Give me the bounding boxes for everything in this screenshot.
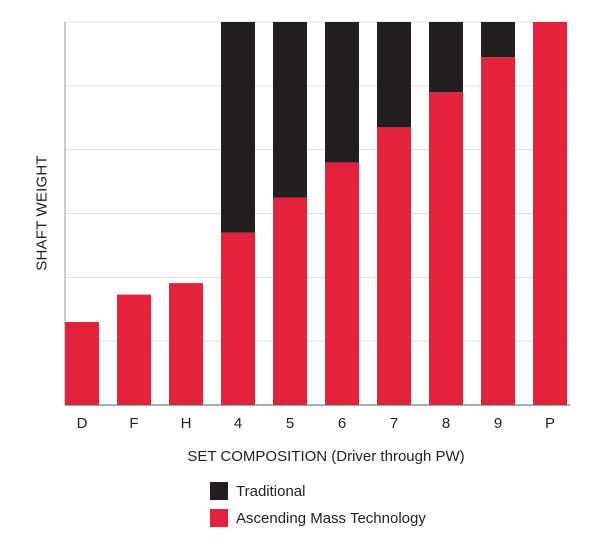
x-tick-labels: D F H 4 5 6 7 8 9 P — [77, 415, 555, 432]
bar-ascending-mass-technology-D — [65, 322, 99, 405]
bar-traditional-6 — [325, 22, 359, 163]
x-tick-label: H — [181, 415, 192, 432]
legend-item-traditional: Traditional — [210, 480, 426, 502]
x-tick-label: 6 — [338, 415, 346, 432]
bar-ascending-mass-technology-8 — [429, 92, 463, 405]
x-tick-label: F — [129, 415, 138, 432]
bar-ascending-mass-technology-6 — [325, 162, 359, 405]
legend-item-ascending-mass: Ascending Mass Technology — [210, 507, 426, 529]
bar-ascending-mass-technology-4 — [221, 232, 255, 405]
bar-traditional-9 — [481, 22, 515, 58]
gridlines — [64, 21, 570, 405]
bar-ascending-mass-technology-H — [169, 283, 203, 405]
x-tick-label: 5 — [286, 415, 294, 432]
bar-traditional-5 — [273, 22, 307, 198]
y-axis-label: SHAFT WEIGHT — [33, 155, 51, 271]
bar-ascending-mass-technology-9 — [481, 57, 515, 405]
x-tick-label: P — [545, 415, 555, 432]
x-tick-label: 7 — [390, 415, 398, 432]
x-tick-label: D — [77, 415, 88, 432]
x-axis-label: SET COMPOSITION (Driver through PW) — [187, 448, 465, 465]
legend-swatch-traditional — [210, 482, 228, 500]
bar-ascending-mass-technology-F — [117, 294, 151, 405]
x-tick-label: 4 — [234, 415, 242, 432]
bar-ascending-mass-technology-7 — [377, 127, 411, 405]
bars — [65, 22, 570, 406]
legend-swatch-ascending-mass — [210, 509, 228, 527]
legend-label-ascending-mass: Ascending Mass Technology — [236, 509, 426, 527]
bar-traditional-4 — [221, 22, 255, 233]
bar-traditional-8 — [429, 22, 463, 93]
bar-traditional-7 — [377, 22, 411, 128]
legend-label-traditional: Traditional — [236, 482, 306, 500]
x-tick-label: 9 — [494, 415, 502, 432]
legend: Traditional Ascending Mass Technology — [210, 480, 426, 534]
x-tick-label: 8 — [442, 415, 450, 432]
bar-ascending-mass-technology-5 — [273, 197, 307, 405]
bar-ascending-mass-technology-P — [533, 22, 567, 405]
